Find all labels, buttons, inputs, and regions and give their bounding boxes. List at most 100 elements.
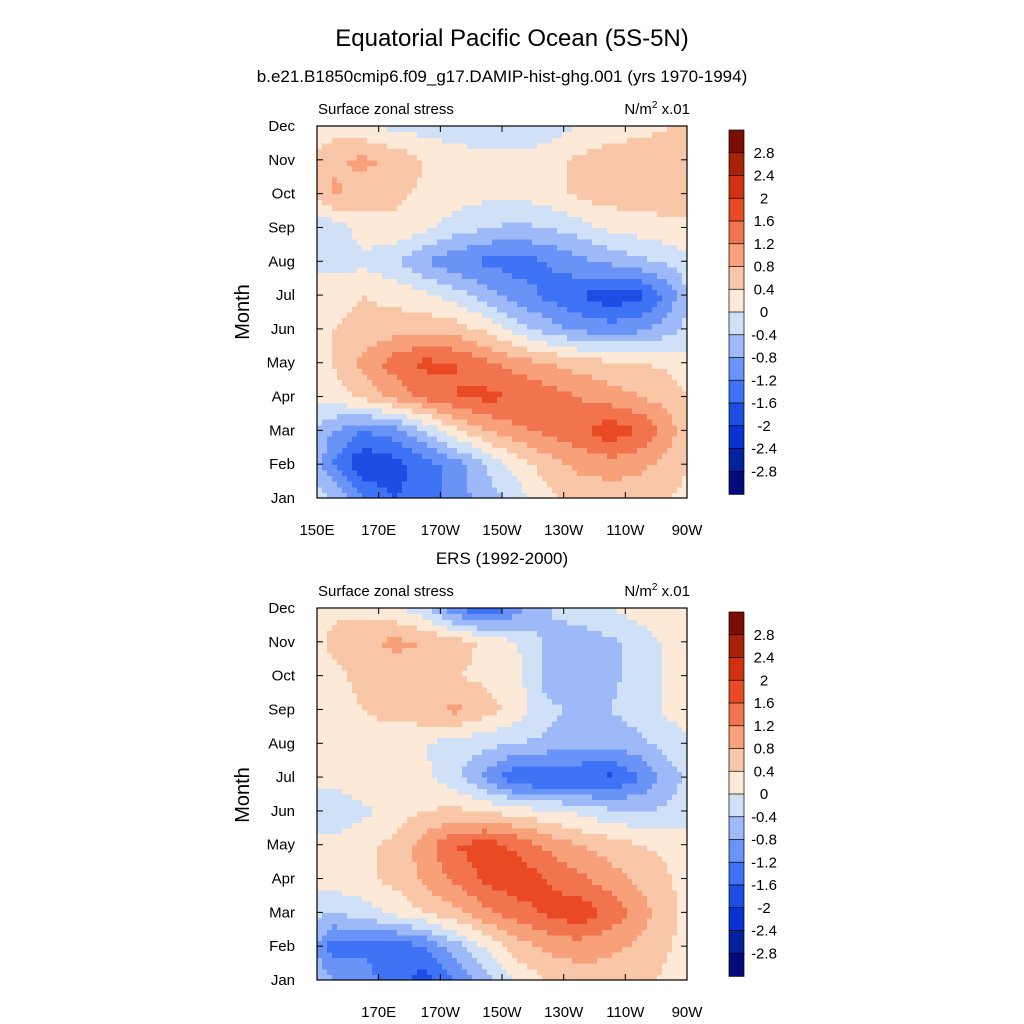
contour-cell — [652, 182, 658, 189]
contour-cell — [512, 227, 518, 234]
contour-cell — [457, 340, 463, 347]
contour-cell — [667, 306, 673, 313]
contour-cell — [537, 182, 543, 189]
contour-cell — [657, 306, 663, 313]
contour-cell — [492, 436, 498, 443]
contour-cell — [612, 475, 618, 482]
contour-cell — [627, 390, 633, 398]
contour-cell — [662, 385, 668, 392]
contour-cell — [342, 171, 348, 178]
contour-cell — [467, 481, 473, 488]
contour-cell — [657, 424, 663, 431]
contour-cell — [602, 475, 608, 482]
contour-cell — [527, 300, 533, 307]
contour-cell — [407, 159, 413, 167]
contour-cell — [502, 357, 508, 364]
contour-cell — [487, 492, 493, 499]
contour-cell — [512, 447, 518, 454]
contour-cell — [602, 272, 608, 279]
contour-cell — [497, 464, 503, 471]
contour-cell — [482, 481, 488, 488]
contour-cell — [317, 430, 323, 437]
contour-cell — [437, 464, 443, 471]
contour-cell — [647, 221, 653, 229]
contour-cell — [557, 390, 563, 398]
contour-cell — [347, 396, 353, 403]
contour-cell — [662, 233, 668, 240]
contour-cell — [632, 255, 638, 262]
contour-cell — [332, 452, 338, 460]
contour-cell — [677, 385, 683, 392]
contour-cell — [552, 486, 558, 493]
contour-cell — [332, 244, 338, 251]
contour-cell — [352, 379, 358, 386]
contour-cell — [482, 238, 488, 245]
contour-cell — [582, 148, 588, 155]
contour-cell — [632, 295, 638, 302]
contour-cell — [452, 233, 458, 240]
contour-cell — [467, 165, 473, 172]
contour-cell — [667, 193, 673, 200]
contour-cell — [432, 492, 438, 499]
contour-cell — [352, 199, 358, 206]
contour-cell — [502, 250, 508, 257]
contour-cell — [437, 379, 443, 386]
contour-cell — [502, 238, 508, 245]
contour-cell — [447, 171, 453, 178]
contour-cell — [617, 413, 623, 420]
contour-cell — [402, 199, 408, 206]
contour-cell — [372, 142, 378, 150]
contour-cell — [617, 351, 623, 358]
contour-cell — [447, 204, 453, 212]
contour-cell — [367, 289, 373, 296]
contour-cell — [442, 266, 448, 274]
contour-cell — [522, 357, 528, 364]
contour-cell — [422, 233, 428, 240]
contour-cell — [572, 430, 578, 437]
contour-cell — [632, 250, 638, 257]
contour-cell — [477, 295, 483, 302]
contour-cell — [667, 345, 673, 353]
contour-cell — [677, 171, 683, 178]
contour-cell — [497, 233, 503, 240]
contour-cell — [517, 221, 523, 229]
contour-cell — [372, 227, 378, 234]
contour-cell — [332, 295, 338, 302]
contour-cell — [362, 176, 368, 183]
contour-cell — [512, 250, 518, 257]
contour-cell — [597, 419, 603, 426]
contour-cell — [582, 216, 588, 223]
contour-cell — [367, 199, 373, 206]
contour-cell — [612, 385, 618, 392]
contour-cell — [572, 266, 578, 274]
contour-cell — [322, 210, 328, 217]
contour-cell — [337, 142, 343, 150]
contour-cell — [447, 351, 453, 358]
contour-cell — [372, 289, 378, 296]
contour-cell — [357, 295, 363, 302]
contour-cell — [482, 159, 488, 167]
contour-cell — [497, 402, 503, 409]
contour-cell — [502, 148, 508, 155]
contour-cell — [387, 475, 393, 482]
contour-cell — [677, 216, 683, 223]
contour-cell — [347, 188, 353, 195]
contour-cell — [627, 402, 633, 409]
contour-cell — [502, 171, 508, 178]
contour-cell — [542, 402, 548, 409]
contour-cell — [372, 424, 378, 431]
contour-cell — [612, 300, 618, 307]
contour-cell — [397, 458, 403, 465]
contour-cell — [562, 396, 568, 403]
contour-cell — [547, 233, 553, 240]
contour-cell — [667, 452, 673, 460]
contour-cell — [637, 250, 643, 257]
contour-cell — [562, 345, 568, 353]
contour-cell — [502, 272, 508, 279]
panel-model-colorbar: 2.82.421.61.20.80.40-0.4-0.8-1.2-1.6-2-2… — [728, 129, 777, 495]
contour-cell — [457, 379, 463, 386]
contour-cell — [327, 306, 333, 313]
contour-cell — [437, 188, 443, 195]
contour-cell — [662, 176, 668, 183]
contour-cell — [557, 210, 563, 217]
